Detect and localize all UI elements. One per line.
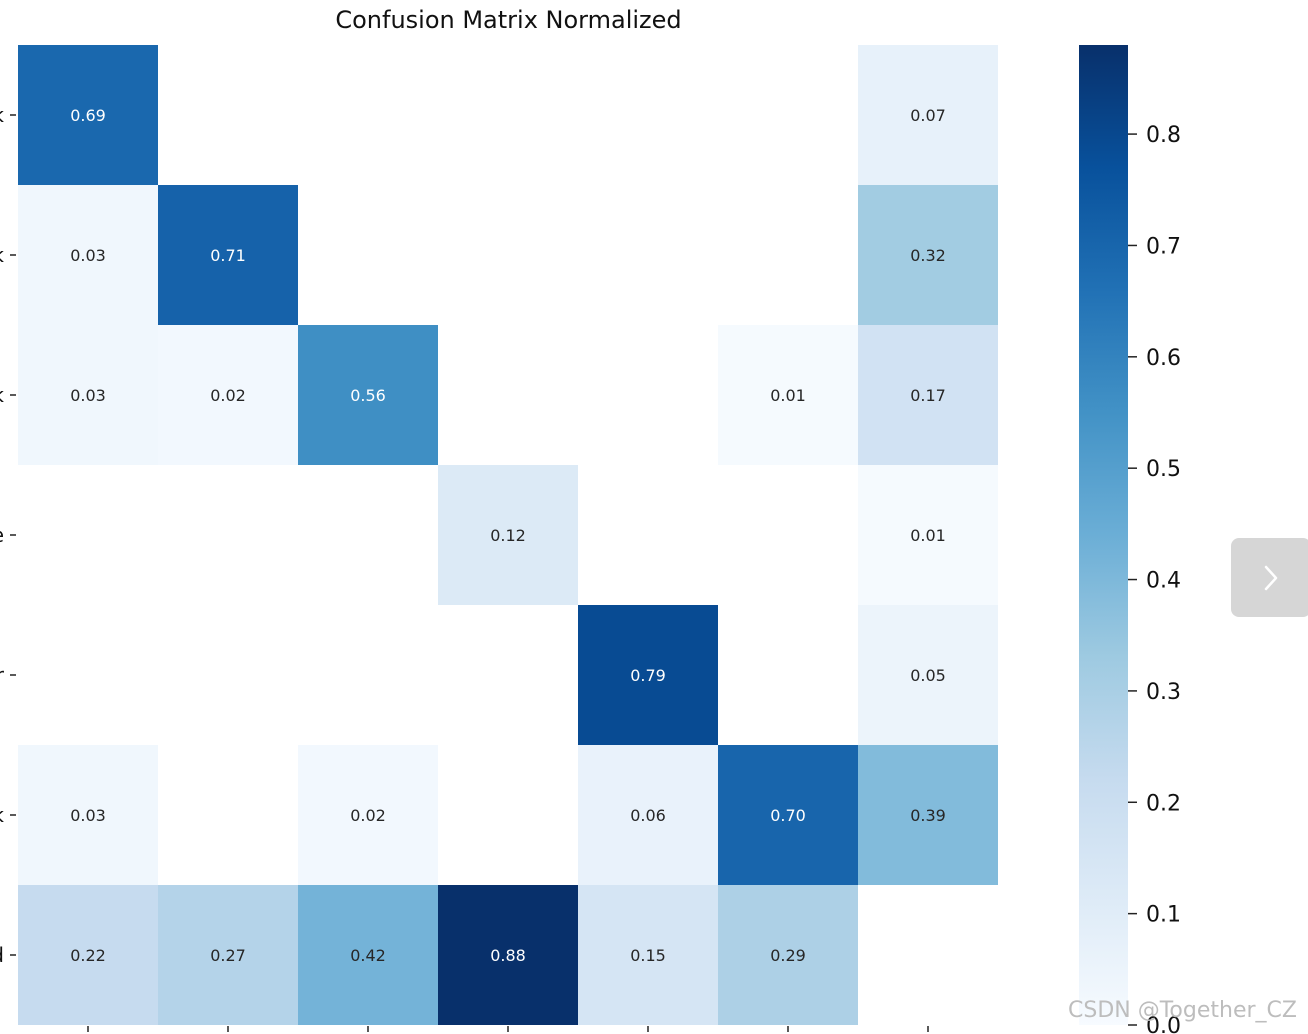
heatmap-cell: [18, 185, 158, 325]
chevron-right-icon: [1264, 565, 1278, 590]
heatmap-cell: [158, 185, 298, 325]
cell-value-label: 0.03: [70, 386, 106, 405]
heatmap-cell: [858, 465, 998, 605]
y-tick-label: k: [0, 803, 4, 827]
cell-value-label: 0.05: [910, 666, 946, 685]
cell-value-label: 0.03: [70, 806, 106, 825]
y-tick-label: r: [0, 663, 5, 687]
heatmap-cell: [718, 325, 858, 465]
heatmap-cell: [858, 325, 998, 465]
y-tick-label: k: [0, 243, 4, 267]
colorbar-tick-label: 0.0: [1146, 1014, 1181, 1034]
cell-value-label: 0.71: [210, 246, 246, 265]
heatmap-cell: [578, 745, 718, 885]
colorbar-tick-label: 0.1: [1146, 903, 1181, 928]
cell-value-label: 0.17: [910, 386, 946, 405]
heatmap-cell: [18, 745, 158, 885]
colorbar-tick-label: 0.6: [1146, 346, 1181, 371]
heatmap-cell: [438, 885, 578, 1025]
heatmap-cell: [298, 745, 438, 885]
y-tick-label: e: [0, 523, 4, 547]
colorbar: [1079, 45, 1128, 1025]
heatmap-cell: [18, 325, 158, 465]
cell-value-label: 0.06: [630, 806, 666, 825]
heatmap-cell: [718, 745, 858, 885]
heatmap-cell: [858, 185, 998, 325]
cell-value-label: 0.22: [70, 946, 106, 965]
heatmap-cell: [438, 465, 578, 605]
heatmap-cell: [858, 605, 998, 745]
heatmap-cell: [578, 885, 718, 1025]
cell-value-label: 0.15: [630, 946, 666, 965]
colorbar-tick-label: 0.8: [1146, 123, 1181, 148]
heatmap-cell: [578, 605, 718, 745]
cell-value-label: 0.39: [910, 806, 946, 825]
cell-value-label: 0.02: [350, 806, 386, 825]
y-tick-label: k: [0, 103, 4, 127]
cell-value-label: 0.02: [210, 386, 246, 405]
colorbar-tick-label: 0.2: [1146, 791, 1181, 816]
y-tick-label: k: [0, 383, 4, 407]
heatmap-cell: [858, 45, 998, 185]
colorbar-tick-label: 0.5: [1146, 457, 1181, 482]
cell-value-label: 0.69: [70, 106, 106, 125]
heatmap-cell: [18, 885, 158, 1025]
cell-value-label: 0.70: [770, 806, 806, 825]
cell-value-label: 0.12: [490, 526, 526, 545]
cell-value-label: 0.01: [910, 526, 946, 545]
next-button[interactable]: [1231, 538, 1308, 617]
heatmap-cell: [298, 325, 438, 465]
heatmap-cell: [858, 745, 998, 885]
cell-value-label: 0.32: [910, 246, 946, 265]
cell-value-label: 0.01: [770, 386, 806, 405]
cell-value-label: 0.42: [350, 946, 386, 965]
cell-value-label: 0.27: [210, 946, 246, 965]
heatmap-cell: [158, 885, 298, 1025]
colorbar-tick-label: 0.4: [1146, 569, 1181, 594]
watermark: CSDN @Together_CZ: [1068, 998, 1297, 1023]
y-tick-label: d: [0, 943, 4, 967]
cell-value-label: 0.03: [70, 246, 106, 265]
cell-value-label: 0.88: [490, 946, 526, 965]
heatmap-cell: [158, 325, 298, 465]
heatmap-cell: [18, 45, 158, 185]
colorbar-tick-label: 0.7: [1146, 234, 1181, 259]
heatmap-cell: [298, 885, 438, 1025]
cell-value-label: 0.29: [770, 946, 806, 965]
cell-value-label: 0.56: [350, 386, 386, 405]
chart-title: Confusion Matrix Normalized: [335, 6, 682, 34]
cell-value-label: 0.07: [910, 106, 946, 125]
heatmap-cell: [718, 885, 858, 1025]
colorbar-tick-label: 0.3: [1146, 680, 1181, 705]
cell-value-label: 0.79: [630, 666, 666, 685]
